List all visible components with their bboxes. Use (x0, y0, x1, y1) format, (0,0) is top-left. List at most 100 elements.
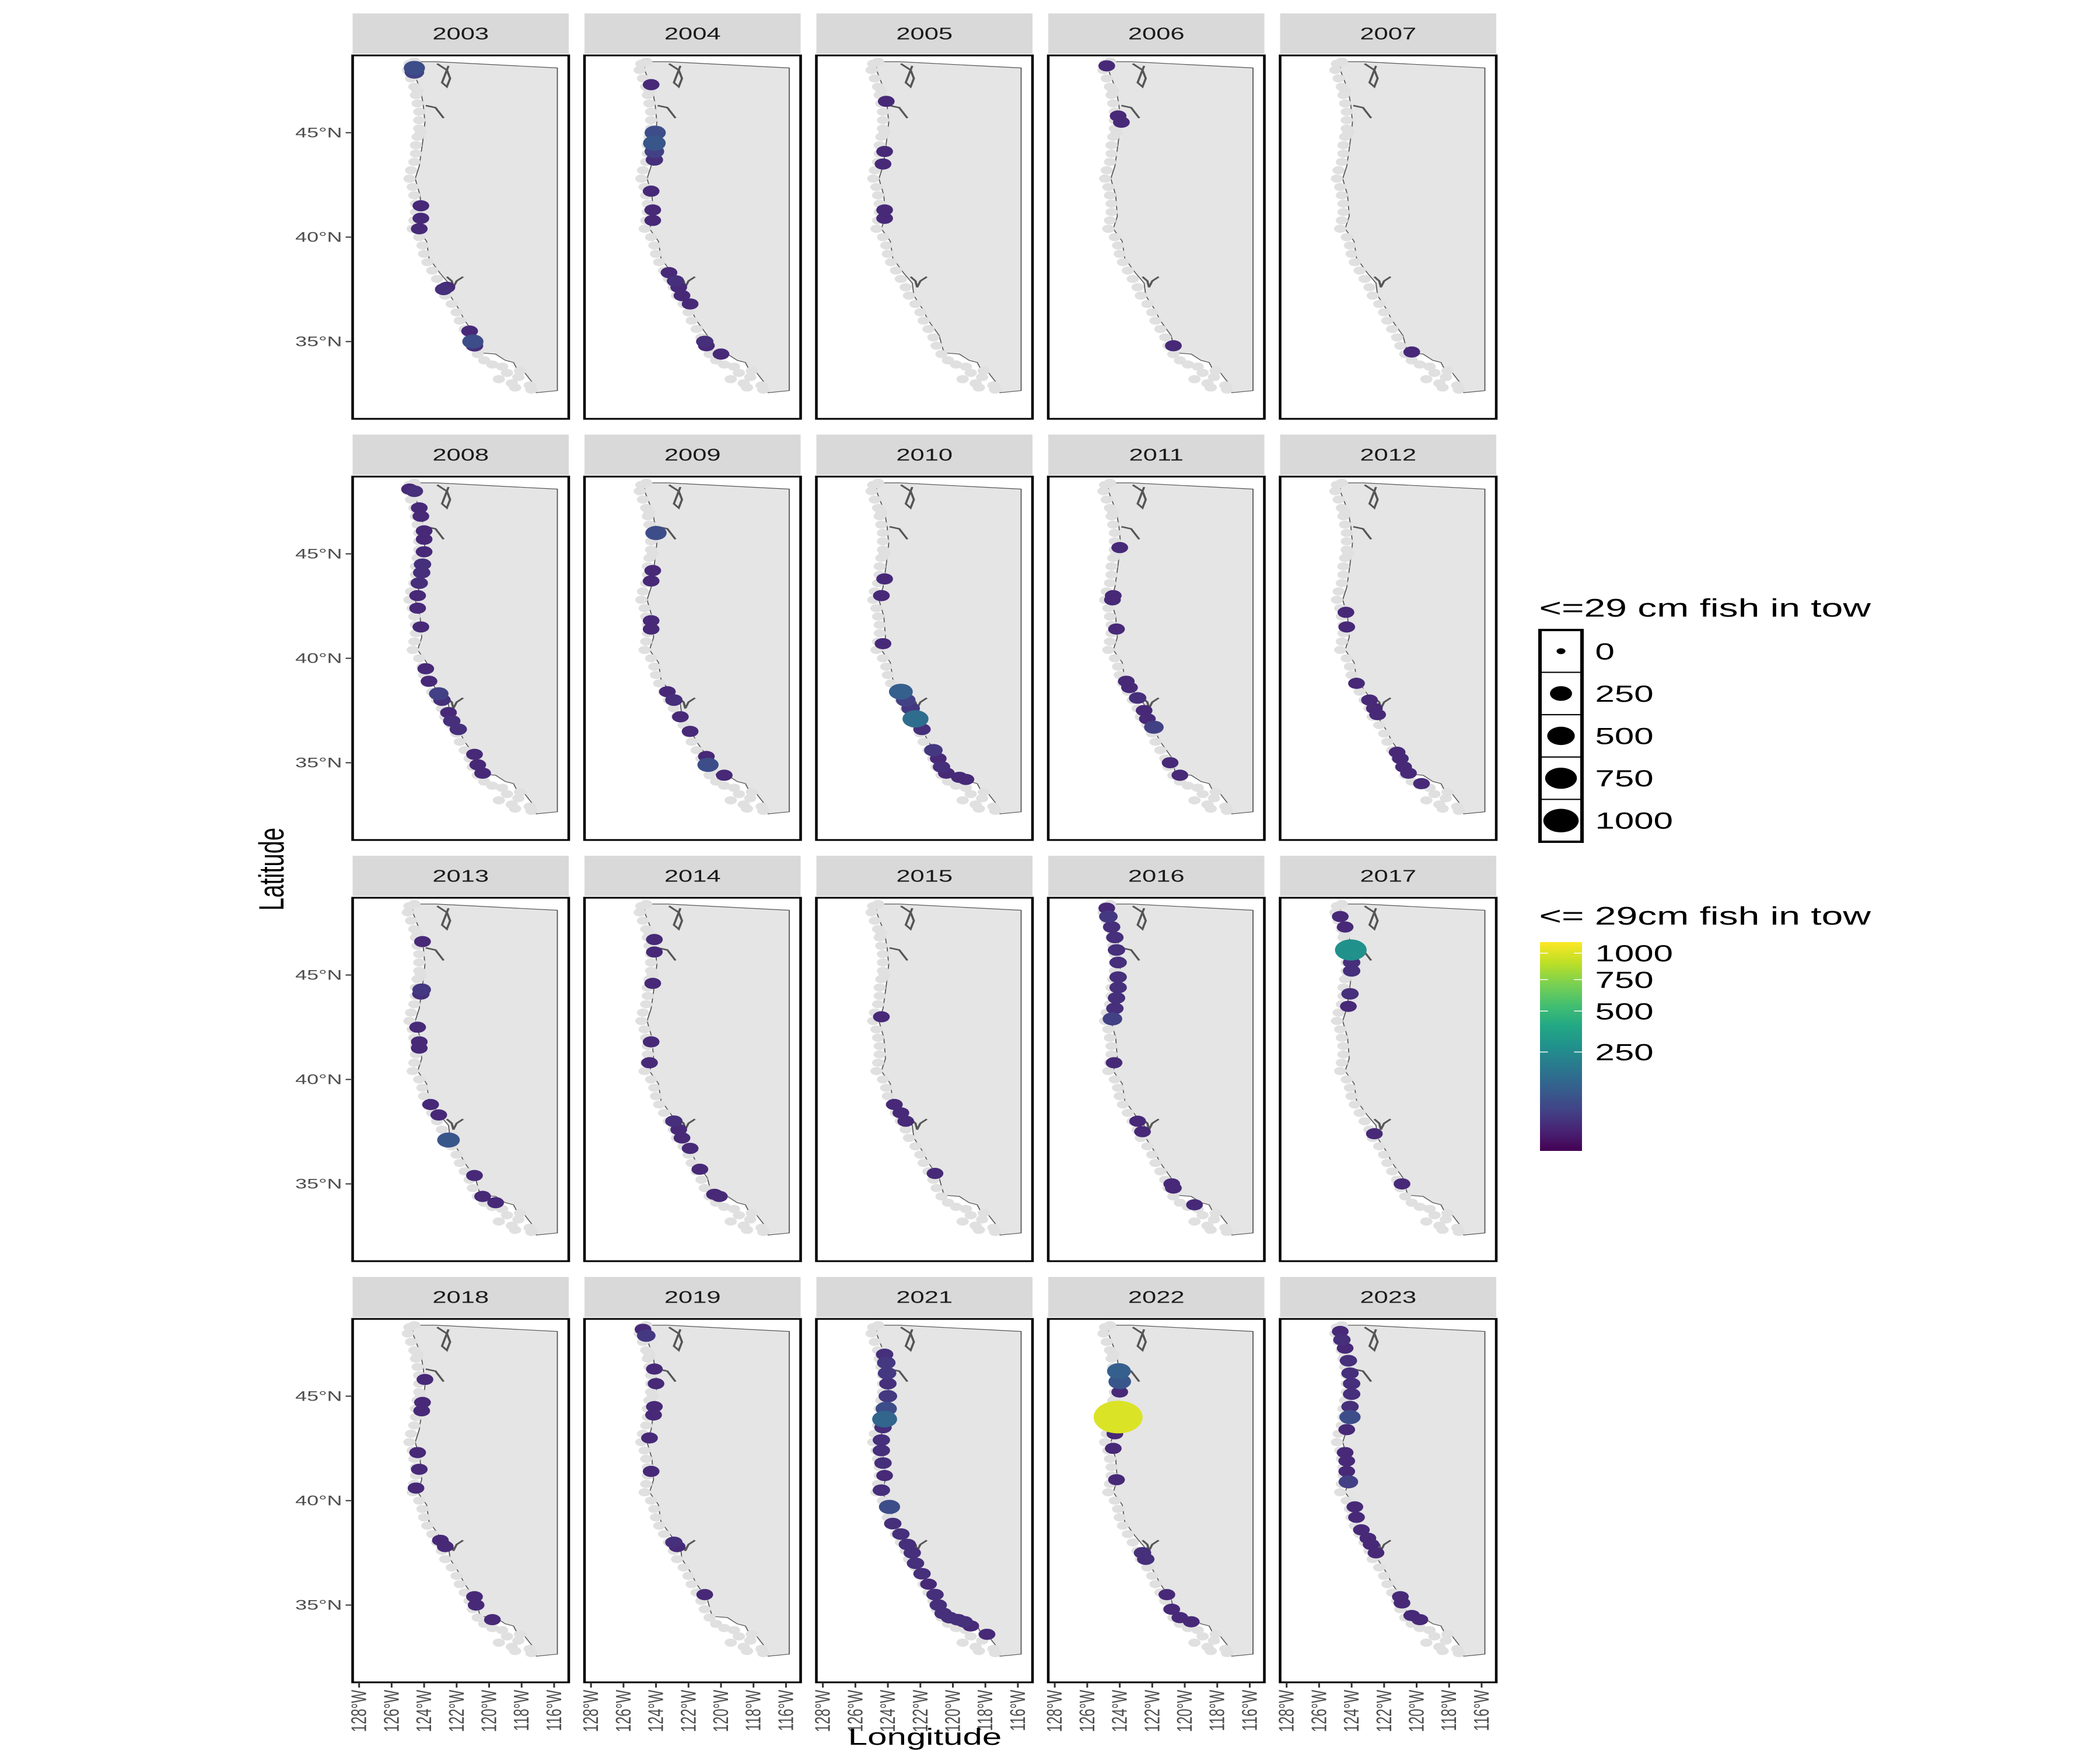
zero-tow-point (421, 1521, 434, 1530)
zero-tow-point (634, 66, 646, 75)
facet-panel-2011: 2011 (1046, 435, 1266, 841)
tow-point (642, 79, 660, 90)
tow-point (1411, 1614, 1429, 1626)
zero-tow-point (877, 528, 890, 537)
zero-tow-point (650, 1092, 663, 1101)
zero-tow-point (496, 362, 509, 371)
zero-tow-point (643, 508, 656, 516)
zero-tow-point (416, 1083, 429, 1092)
zero-tow-point (1116, 258, 1129, 267)
facet-panel-2018: 2018 35°N 40°N 45°N 128°W 126°W 124°W 122°W 120°… (295, 1277, 570, 1732)
zero-tow-point (894, 275, 907, 284)
zero-tow-point (869, 1338, 881, 1346)
zero-tow-point (1340, 1075, 1353, 1084)
zero-tow-point (1097, 1329, 1110, 1338)
zero-tow-point (645, 233, 657, 242)
zero-tow-point (1104, 216, 1116, 225)
panel-border (815, 1318, 1034, 1684)
zero-tow-point (1339, 520, 1352, 529)
zero-tow-point (935, 1192, 948, 1201)
zero-tow-point (977, 1209, 990, 1217)
zero-tow-point (744, 794, 757, 803)
zero-tow-point (653, 258, 666, 267)
x-tick-label: 124°W (1108, 1690, 1132, 1732)
zero-tow-point (1428, 1211, 1441, 1220)
zero-tow-point (1378, 308, 1391, 317)
zero-tow-point (645, 116, 657, 124)
facet-strip-label: 2005 (896, 24, 953, 43)
zero-tow-point (873, 621, 886, 629)
zero-tow-point (1122, 1530, 1134, 1538)
zero-tow-point (450, 308, 463, 317)
zero-tow-point (1334, 225, 1347, 233)
facet-strip (816, 1277, 1032, 1317)
facet-strip-label: 2004 (664, 24, 721, 43)
zero-tow-point (744, 1215, 757, 1224)
zero-tow-point (757, 806, 769, 815)
zero-tow-point (453, 316, 466, 325)
tow-point (874, 1457, 892, 1469)
zero-tow-point (1349, 258, 1362, 267)
facet-strip (584, 856, 801, 896)
facet-strip-label: 2016 (1128, 867, 1185, 886)
panel-border (1279, 1318, 1498, 1684)
zero-tow-point (1100, 495, 1113, 504)
inland-water (446, 1118, 464, 1130)
tow-point (430, 1109, 447, 1121)
facet-strip (352, 856, 569, 896)
tow-point (1106, 932, 1124, 943)
facet-panel-2019: 2019 128°W 126°W 124°W 122°W 120°W 118°W 116°W (579, 1277, 802, 1732)
zero-tow-point (869, 495, 881, 504)
tow-point (1338, 1455, 1356, 1467)
zero-tow-point (415, 971, 427, 979)
inland-water (668, 905, 684, 931)
tow-point (421, 676, 438, 687)
zero-tow-point (1452, 1648, 1465, 1657)
zero-tow-point (880, 1083, 892, 1092)
zero-tow-point (1340, 528, 1353, 537)
inland-water (900, 63, 915, 89)
x-tick-label: 118°W (1206, 1690, 1229, 1731)
zero-tow-point (1363, 283, 1376, 292)
zero-tow-point (634, 908, 646, 917)
tow-point (1129, 692, 1147, 704)
zero-tow-point (492, 796, 505, 804)
panel-border (583, 1318, 802, 1684)
inland-water (909, 276, 928, 288)
tow-point (681, 726, 699, 737)
zero-tow-point (638, 1446, 651, 1455)
zero-tow-point (1337, 149, 1350, 158)
zero-tow-point (1146, 1150, 1158, 1159)
size-legend-dot (1550, 686, 1572, 701)
facet-panel-2003: 2003 35°N 40°N 45°N (295, 13, 570, 420)
tow-point (642, 575, 660, 587)
zero-tow-point (972, 804, 985, 813)
zero-tow-point (875, 86, 888, 95)
zero-tow-point (1331, 1017, 1343, 1026)
zero-tow-point (1331, 596, 1343, 604)
tow-point (414, 1396, 431, 1408)
zero-tow-point (408, 1421, 421, 1430)
tow-point (1093, 1401, 1143, 1434)
zero-tow-point (757, 385, 769, 394)
facet-panel-2008: 2008 35°N 40°N 45°N (295, 435, 570, 841)
tow-point (1369, 709, 1387, 720)
zero-tow-point (1104, 158, 1116, 166)
zero-tow-point (976, 1215, 989, 1224)
y-tick-label: 40°N (295, 1072, 342, 1087)
zero-tow-point (741, 1647, 754, 1656)
facet-strip-label: 2010 (896, 446, 953, 464)
x-tick-label: 116°W (1006, 1690, 1030, 1731)
zero-tow-point (648, 241, 661, 250)
zero-tow-point (1373, 721, 1385, 730)
zero-tow-point (1335, 637, 1348, 646)
inland-water (1353, 526, 1373, 540)
facet-strip (1280, 856, 1496, 896)
zero-tow-point (1335, 478, 1348, 487)
zero-tow-point (634, 487, 646, 496)
color-legend-title: <= 29cm fish in tow (1539, 901, 1871, 930)
zero-tow-point (408, 158, 421, 166)
zero-tow-point (646, 550, 659, 558)
tow-point (1109, 957, 1127, 968)
zero-tow-point (411, 1363, 424, 1371)
